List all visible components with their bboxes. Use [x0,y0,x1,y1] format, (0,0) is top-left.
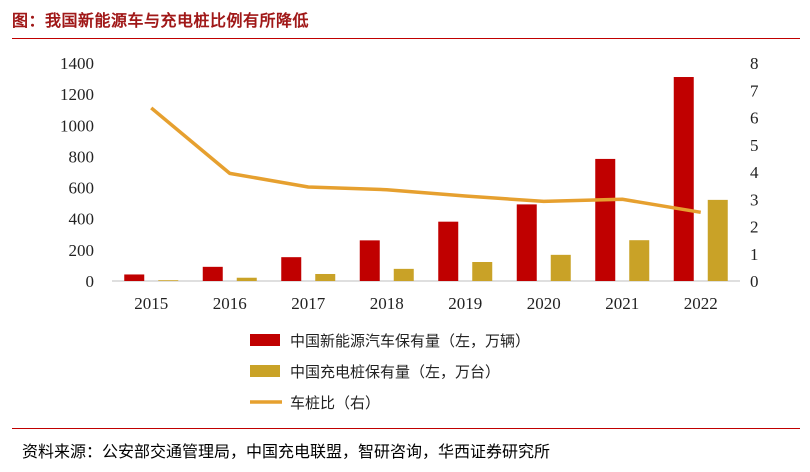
ev-bar [281,257,302,281]
figure-title: 图：我国新能源车与充电桩比例有所降低 [12,11,310,30]
pile-bar [707,199,728,281]
right-axis-tick-labels: 0 1 2 3 4 5 6 7 8 [750,54,759,291]
left-tick-label: 1400 [60,54,94,73]
ev-bar [516,204,537,281]
right-tick-label: 4 [750,163,759,182]
x-tick-label: 2019 [448,294,482,313]
x-tick-label: 2022 [684,294,718,313]
x-tick-label: 2018 [370,294,404,313]
pile-bar [550,254,571,281]
ev-bar [124,274,145,281]
right-tick-label: 6 [750,109,759,128]
pile-bar [472,262,493,281]
right-tick-label: 2 [750,218,759,237]
right-tick-label: 8 [750,54,759,73]
pile-bar [315,273,336,281]
x-tick-label: 2015 [134,294,168,313]
left-tick-label: 800 [69,147,95,166]
x-tick-label: 2021 [605,294,639,313]
x-tick-label: 2016 [213,294,247,313]
legend-swatch [250,334,280,346]
title-divider [12,38,800,39]
right-tick-label: 5 [750,136,759,155]
legend-label: 车桩比（右） [290,394,380,412]
right-tick-label: 3 [750,190,759,209]
right-tick-label: 7 [750,81,759,100]
left-tick-label: 1000 [60,116,94,135]
bars [124,77,728,281]
left-tick-label: 400 [69,210,95,229]
source-divider [12,428,800,429]
left-tick-label: 200 [69,241,95,260]
ev-bar [673,77,694,281]
legend-swatch [250,365,280,377]
ev-bar [359,240,380,281]
legend: 中国新能源汽车保有量（左，万辆） 中国充电桩保有量（左，万台） 车桩比（右） [250,332,530,412]
x-tick-label: 2020 [527,294,561,313]
left-axis-tick-labels: 0 200 400 600 800 1000 1200 1400 [60,54,94,291]
pile-bar [236,277,257,281]
left-tick-label: 600 [69,179,95,198]
x-axis-tick-labels: 2015 2016 2017 2018 2019 2020 2021 2022 [134,294,718,313]
ev-bar [438,221,459,281]
left-tick-label: 1200 [60,85,94,104]
right-tick-label: 1 [750,245,759,264]
ev-bar [202,266,223,281]
source-note: 资料来源：公安部交通管理局，中国充电联盟，智研咨询，华西证券研究所 [22,442,551,461]
pile-bar [158,280,179,281]
left-tick-label: 0 [86,272,95,291]
x-tick-label: 2017 [291,294,326,313]
right-tick-label: 0 [750,272,759,291]
legend-label: 中国充电桩保有量（左，万台） [290,363,500,381]
legend-label: 中国新能源汽车保有量（左，万辆） [290,332,530,350]
ratio-line [150,106,702,215]
pile-bar [629,240,650,281]
ev-bar [595,158,616,281]
pile-bar [393,268,414,281]
